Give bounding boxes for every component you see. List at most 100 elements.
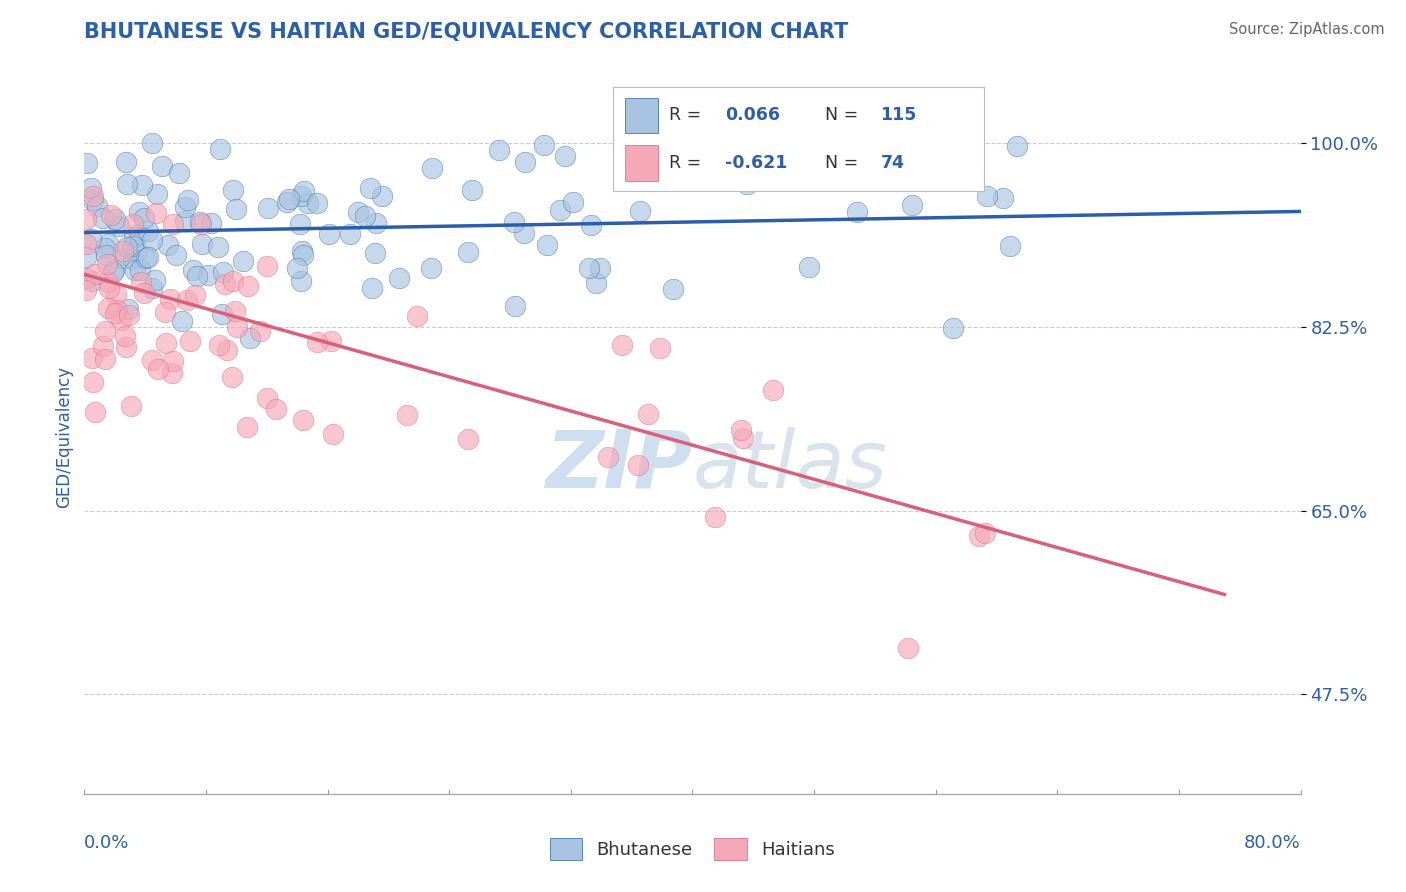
Point [277, 192, 299, 206]
Point [120, 399, 142, 413]
Point [790, 139, 813, 153]
Point [128, 227, 150, 242]
Point [132, 286, 155, 301]
Point [221, 370, 243, 384]
Point [232, 253, 254, 268]
Point [322, 426, 344, 441]
Point [942, 320, 965, 334]
Point [208, 337, 231, 351]
Point [422, 161, 444, 176]
Point [82, 189, 104, 203]
Point [167, 166, 190, 180]
Point [129, 263, 152, 277]
Point [146, 187, 169, 202]
Point [115, 339, 138, 353]
Point [239, 331, 262, 345]
Point [388, 271, 411, 285]
Point [292, 248, 315, 262]
Point [222, 183, 245, 197]
Point [75, 271, 97, 285]
Point [141, 136, 163, 151]
Point [461, 183, 484, 197]
Point [217, 343, 239, 357]
Point [200, 217, 222, 231]
Point [115, 177, 138, 191]
Point [222, 274, 245, 288]
Point [226, 320, 249, 334]
Point [503, 299, 526, 313]
Point [82, 193, 104, 207]
Point [457, 245, 479, 260]
Point [589, 260, 612, 275]
Point [627, 458, 650, 473]
Point [118, 308, 141, 322]
Text: 0.0%: 0.0% [84, 834, 129, 852]
Point [174, 200, 197, 214]
Point [86, 199, 108, 213]
Point [291, 244, 314, 258]
Point [305, 196, 328, 211]
Point [84, 405, 107, 419]
Text: Source: ZipAtlas.com: Source: ZipAtlas.com [1229, 22, 1385, 37]
Point [276, 194, 298, 209]
Point [150, 159, 173, 173]
Legend: Bhutanese, Haitians: Bhutanese, Haitians [543, 830, 842, 867]
Point [290, 217, 312, 231]
Point [125, 244, 148, 258]
Point [165, 248, 187, 262]
Point [290, 188, 312, 202]
Point [107, 219, 129, 234]
Point [762, 383, 785, 397]
Point [457, 432, 479, 446]
Point [581, 218, 603, 232]
Text: ZIP: ZIP [546, 426, 693, 505]
Point [305, 335, 328, 350]
Text: 80.0%: 80.0% [1244, 834, 1301, 852]
Point [548, 202, 571, 217]
Point [612, 338, 634, 352]
Point [132, 211, 155, 225]
Point [162, 354, 184, 368]
Point [146, 361, 169, 376]
Point [115, 155, 138, 169]
Point [162, 366, 184, 380]
Point [97, 237, 120, 252]
Point [190, 237, 212, 252]
Point [91, 339, 114, 353]
Point [536, 238, 558, 252]
Point [76, 156, 98, 170]
Point [207, 240, 229, 254]
Point [98, 280, 121, 294]
Point [91, 211, 114, 225]
Point [157, 238, 180, 252]
Point [100, 208, 122, 222]
Point [75, 250, 97, 264]
Point [673, 155, 696, 169]
Point [533, 137, 555, 152]
Point [122, 252, 145, 266]
Point [406, 310, 429, 324]
Point [80, 274, 103, 288]
Point [75, 237, 97, 252]
Point [103, 262, 125, 277]
Point [364, 246, 387, 260]
Point [143, 272, 166, 286]
Point [101, 264, 124, 278]
Point [321, 334, 343, 349]
Point [176, 293, 198, 308]
Point [83, 267, 105, 281]
Point [135, 252, 157, 266]
Point [190, 217, 212, 231]
Point [256, 259, 278, 273]
Point [364, 216, 387, 230]
Point [256, 391, 278, 405]
Point [112, 251, 135, 265]
Point [704, 509, 727, 524]
Point [287, 261, 309, 276]
Point [75, 211, 97, 226]
Point [117, 301, 139, 316]
Point [1005, 139, 1028, 153]
Point [141, 281, 163, 295]
Point [256, 201, 278, 215]
Point [209, 142, 232, 156]
